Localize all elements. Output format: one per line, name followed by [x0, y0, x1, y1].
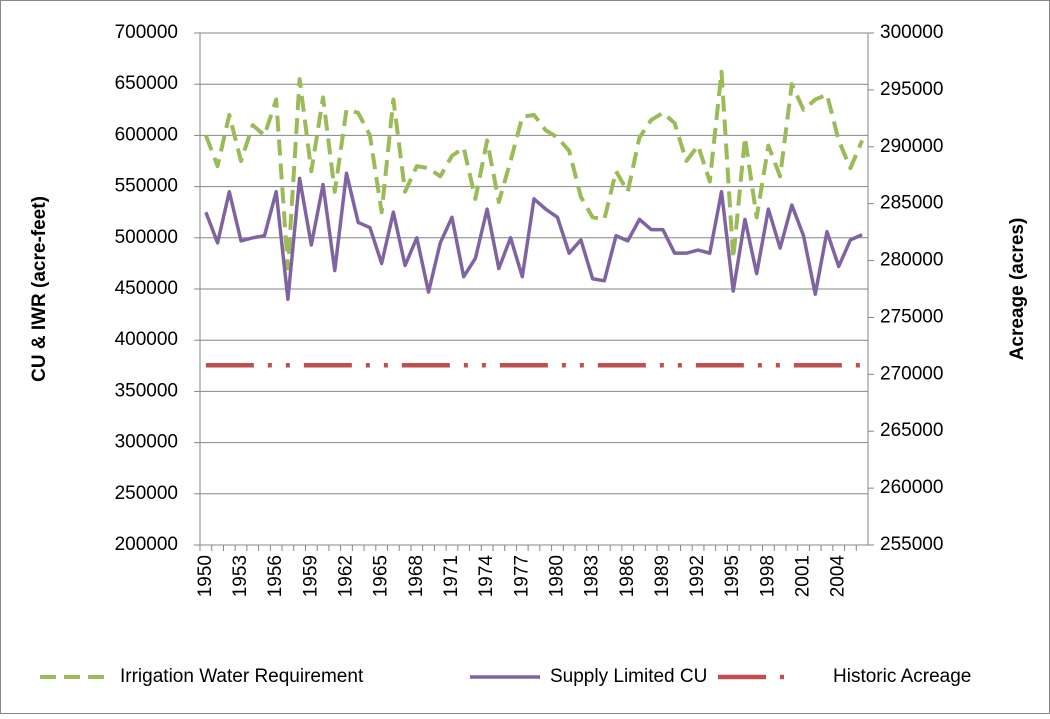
x-tick-label: 1995	[722, 555, 743, 597]
y-tick-label: 700000	[115, 22, 178, 43]
y-tick-label: 500000	[115, 227, 178, 248]
x-tick-label: 1980	[546, 555, 567, 597]
x-tick-label: 1989	[652, 555, 673, 597]
y2-tick-label: 260000	[880, 477, 943, 498]
y-tick-label: 600000	[115, 124, 178, 145]
y-tick-label: 400000	[115, 329, 178, 350]
legend-label: Irrigation Water Requirement	[120, 666, 364, 687]
x-tick-label: 1959	[300, 555, 321, 597]
y-tick-label: 650000	[115, 73, 178, 94]
x-tick-label: 1971	[441, 555, 462, 597]
y2-tick-label: 300000	[880, 22, 943, 43]
y-tick-label: 200000	[115, 534, 178, 555]
x-tick-label: 1998	[757, 555, 778, 597]
y2-tick-label: 255000	[880, 534, 943, 555]
x-tick-label: 1962	[336, 555, 357, 597]
y2-tick-label: 275000	[880, 306, 943, 327]
y2-tick-label: 295000	[880, 79, 943, 100]
x-tick-label: 1953	[230, 555, 251, 597]
x-tick-label: 1986	[617, 555, 638, 597]
x-tick-label: 1950	[195, 555, 216, 597]
x-tick-label: 1974	[476, 555, 497, 598]
legend-label: Historic Acreage	[833, 666, 971, 687]
series-line	[203, 69, 864, 271]
y-tick-label: 550000	[115, 176, 178, 197]
y-tick-label: 300000	[115, 432, 178, 453]
y2-tick-label: 265000	[880, 420, 943, 441]
y2-tick-label: 285000	[880, 193, 943, 214]
y-axis-title: CU & IWR (acre-feet)	[29, 196, 50, 382]
x-tick-label: 1968	[406, 555, 427, 597]
x-tick-label: 2004	[828, 555, 849, 598]
y2-tick-label: 270000	[880, 363, 943, 384]
x-tick-label: 1977	[511, 555, 532, 597]
x-tick-label: 1983	[582, 555, 603, 597]
x-tick-label: 1956	[265, 555, 286, 597]
x-tick-label: 1965	[371, 555, 392, 597]
y2-tick-label: 290000	[880, 136, 943, 157]
x-tick-label: 2001	[793, 555, 814, 597]
x-tick-label: 1992	[687, 555, 708, 597]
series-line	[204, 171, 863, 301]
y2-tick-label: 280000	[880, 250, 943, 271]
y-tick-label: 350000	[115, 380, 178, 401]
y-tick-label: 450000	[115, 278, 178, 299]
legend-label: Supply Limited CU	[550, 666, 707, 687]
y2-axis-title: Acreage (acres)	[1007, 218, 1028, 361]
y-tick-label: 250000	[115, 483, 178, 504]
